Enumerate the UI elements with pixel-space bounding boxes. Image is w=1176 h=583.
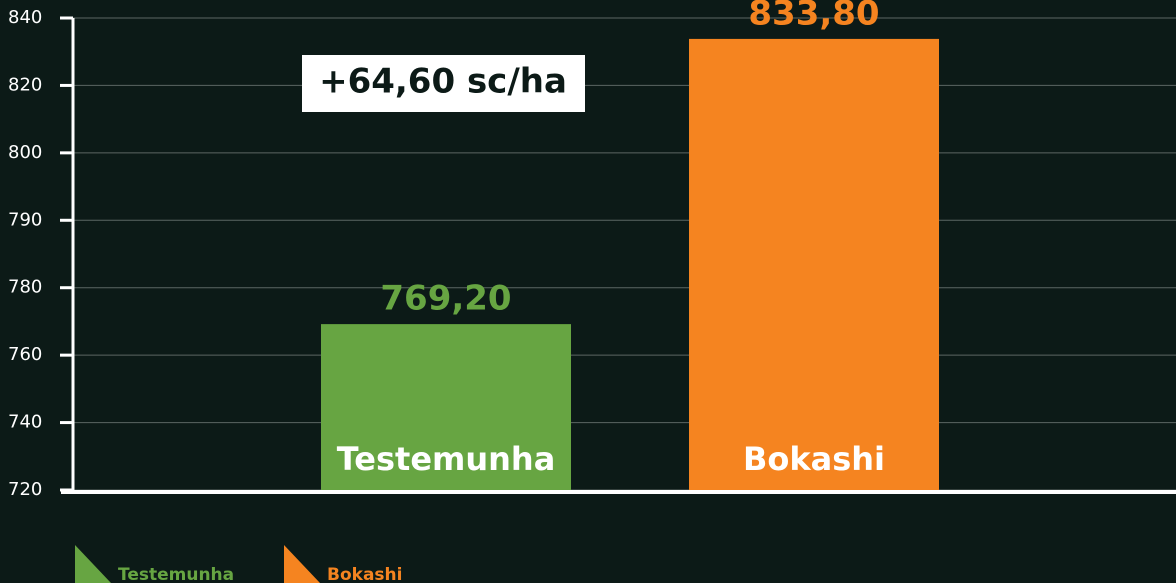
legend-swatch — [75, 545, 111, 583]
annotation-box — [302, 55, 585, 112]
y-tick-label: 840 — [8, 7, 42, 28]
y-tick-label: 720 — [8, 479, 42, 500]
bar-label: Testemunha — [337, 440, 556, 478]
y-tick-label: 800 — [8, 142, 42, 163]
y-tick-label: 780 — [8, 277, 42, 298]
y-tick-label: 740 — [8, 412, 42, 433]
legend-label: Bokashi — [327, 565, 402, 583]
y-tick-label: 790 — [8, 209, 42, 230]
bar — [321, 324, 571, 490]
y-tick-label: 820 — [8, 74, 42, 95]
annotation: +64,60 sc/ha — [319, 62, 567, 102]
y-tick-label: 760 — [8, 344, 42, 365]
legend-label: Testemunha — [118, 565, 234, 583]
legend-swatch — [284, 545, 320, 583]
value-label: 769,20 — [380, 279, 511, 319]
bar-label: Bokashi — [743, 440, 885, 478]
bar — [689, 38, 939, 490]
value-label: 833,80 — [748, 0, 879, 33]
